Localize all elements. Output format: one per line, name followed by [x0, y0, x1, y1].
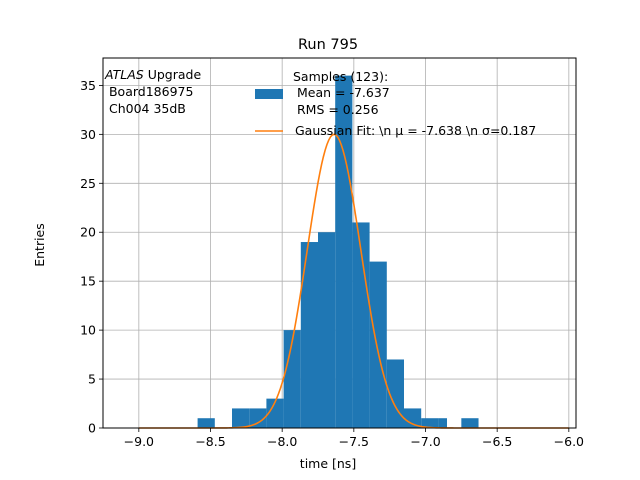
y-tick-label-4: 20 [80, 225, 96, 240]
legend-mean-line: Mean = -7.637 [293, 85, 390, 100]
annotation-channel: Ch004 35dB [105, 101, 186, 116]
annotation-upgrade: Upgrade [144, 67, 202, 82]
y-tick-label-5: 25 [80, 176, 96, 191]
legend-fit-label: Gaussian Fit: \n μ = -7.638 \n σ=0.187 [295, 123, 536, 138]
histogram-bar-1 [232, 408, 250, 428]
y-axis-label: Entries [32, 223, 47, 267]
chart-title: Run 795 [298, 37, 358, 53]
x-tick-label-5: −6.5 [482, 434, 512, 449]
x-axis-ticks: −9.0 −8.5 −8.0 −7.5 −7.0 −6.5 −6.0 [124, 428, 584, 449]
annotation-atlas: ATLAS [104, 67, 144, 82]
x-tick-label-6: −6.0 [554, 434, 584, 449]
x-tick-label-3: −7.5 [339, 434, 369, 449]
y-axis-ticks: 0 5 10 15 20 25 30 35 [80, 78, 103, 436]
atlas-annotation: ATLAS Upgrade Board186975 Ch004 35dB [104, 67, 201, 116]
histogram-bar-6 [318, 232, 336, 428]
y-tick-label-2: 10 [80, 323, 96, 338]
y-tick-label-7: 35 [80, 78, 96, 93]
histogram-bar-2 [249, 408, 267, 428]
legend-rms-line: RMS = 0.256 [293, 102, 379, 117]
histogram-bar-9 [369, 261, 387, 428]
svg-text:ATLAS Upgrade: ATLAS Upgrade [104, 67, 201, 82]
histogram-bar-12 [421, 418, 439, 428]
x-tick-label-1: −8.5 [195, 434, 225, 449]
annotation-board: Board186975 [105, 84, 193, 99]
x-tick-label-2: −8.0 [267, 434, 297, 449]
y-tick-label-0: 0 [88, 421, 96, 436]
histogram-bars [197, 75, 479, 428]
y-tick-label-3: 15 [80, 274, 96, 289]
histogram-bar-13 [438, 418, 447, 428]
histogram-bar-3 [266, 398, 284, 428]
legend-samples-line: Samples (123): [293, 69, 388, 84]
histogram-bar-11 [404, 408, 422, 428]
histogram-bar-0 [197, 418, 215, 428]
x-tick-label-0: −9.0 [124, 434, 154, 449]
y-tick-label-1: 5 [88, 372, 96, 387]
legend: Samples (123): Mean = -7.637 RMS = 0.256… [255, 69, 536, 138]
histogram-bar-5 [300, 242, 318, 428]
plot-frame [102, 57, 577, 429]
histogram-bar-7 [335, 75, 353, 428]
histogram-bar-4 [283, 330, 301, 428]
x-axis-label: time [ns] [300, 456, 356, 471]
x-tick-label-4: −7.0 [410, 434, 440, 449]
histogram-bar-8 [352, 222, 370, 428]
histogram-bar-14 [461, 418, 479, 428]
y-tick-label-6: 30 [80, 127, 96, 142]
histogram-bar-10 [386, 359, 404, 428]
legend-histogram-swatch [255, 89, 283, 99]
